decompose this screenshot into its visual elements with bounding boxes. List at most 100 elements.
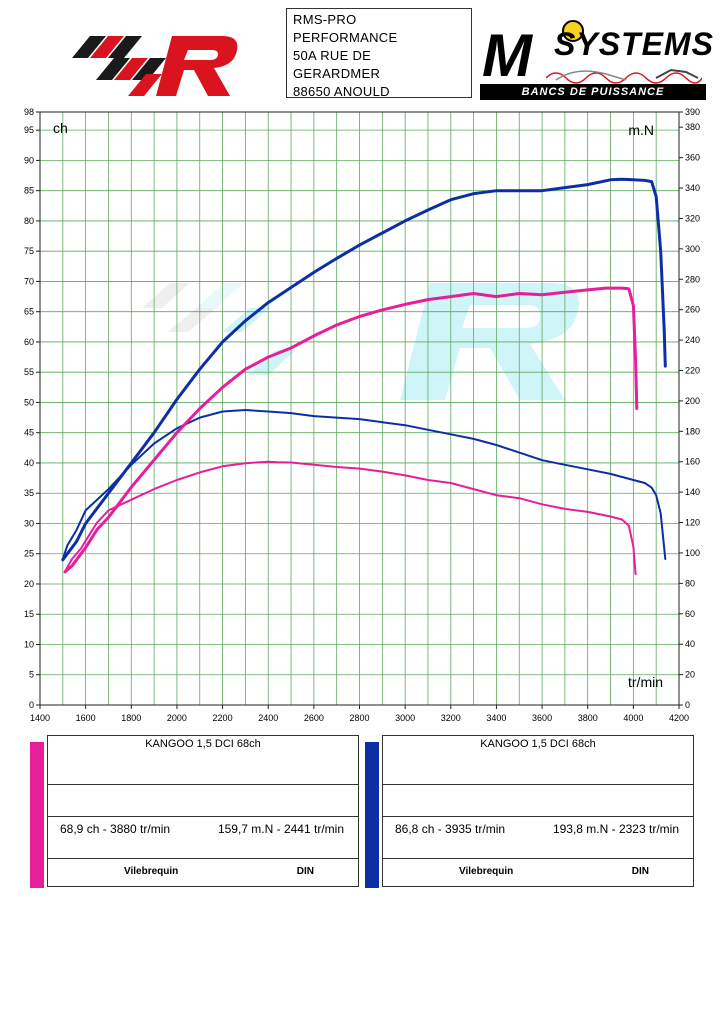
x-axis-tick-label: 1600 <box>76 713 96 723</box>
address-line: 88650 ANOULD <box>293 84 390 99</box>
x-axis-tick-label: 1800 <box>121 713 141 723</box>
norm-label: DIN <box>296 866 314 877</box>
left-axis-tick-label: 15 <box>24 609 34 619</box>
x-axis-tick-label: 2600 <box>304 713 324 723</box>
x-axis-tick-label: 3400 <box>486 713 506 723</box>
address-line: RMS-PRO <box>293 12 357 27</box>
logo-wave-icon <box>546 68 702 84</box>
measure-point-label: Vilebrequin <box>124 866 179 877</box>
left-axis-tick-label: 70 <box>24 276 34 286</box>
peak-torque-value: 159,7 m.N - 2441 tr/min <box>217 822 344 836</box>
right-axis-tick-label: 390 <box>685 107 700 117</box>
left-axis-tick-label: 20 <box>24 579 34 589</box>
brand-logo-right: M SYSTEMS BANCS DE PUISSANCE <box>476 10 713 102</box>
x-axis-tick-label: 2000 <box>167 713 187 723</box>
x-axis-tick-label: 4000 <box>623 713 643 723</box>
right-axis-tick-label: 280 <box>685 274 700 284</box>
x-axis-tick-label: 3000 <box>395 713 415 723</box>
address-line: PERFORMANCE <box>293 30 398 45</box>
right-axis-tick-label: 180 <box>685 426 700 436</box>
card-title: KANGOO 1,5 DCI 68ch <box>145 738 261 750</box>
x-axis-tick-label: 3600 <box>532 713 552 723</box>
right-axis-tick-label: 240 <box>685 335 700 345</box>
left-axis-tick-label: 85 <box>24 186 34 196</box>
torque-curve-line <box>61 409 667 560</box>
right-axis-tick-label: 120 <box>685 518 700 528</box>
x-axis-tick-label: 3200 <box>441 713 461 723</box>
right-axis-tick-label: 320 <box>685 213 700 223</box>
card-divider <box>48 816 358 817</box>
left-axis-tick-label: 35 <box>24 488 34 498</box>
x-axis-tick-label: 3800 <box>578 713 598 723</box>
measure-point-label: Vilebrequin <box>459 866 514 877</box>
right-axis-tick-label: 40 <box>685 639 695 649</box>
left-axis-tick-label: 95 <box>24 125 34 135</box>
power-torque-chart: 0 5 10 15 20 25 30 35 40 45 50 55 60 65 70 75 80 85 90 95 98… <box>24 107 700 723</box>
card-divider <box>383 784 693 785</box>
chart-axes: 0 5 10 15 20 25 30 35 40 45 50 55 60 65 70 75 80 85 90 95 98… <box>24 107 700 723</box>
brand-logo-left <box>72 36 238 96</box>
logo-dot-icon <box>562 20 584 42</box>
result-card-run2: KANGOO 1,5 DCI 68ch 86,8 ch - 3935 tr/mi… <box>365 735 694 888</box>
right-axis-unit-label: m.N <box>628 122 654 138</box>
card-divider <box>48 858 358 859</box>
left-axis-tick-label: 60 <box>24 337 34 347</box>
left-axis-tick-label: 90 <box>24 155 34 165</box>
right-axis-tick-label: 200 <box>685 396 700 406</box>
right-axis-tick-label: 140 <box>685 487 700 497</box>
peak-power-value: 68,9 ch - 3880 tr/min <box>60 822 171 836</box>
left-axis-unit-label: ch <box>53 120 68 136</box>
left-axis-tick-label: 0 <box>29 700 34 710</box>
left-axis-tick-label: 25 <box>24 549 34 559</box>
left-axis-tick-label: 45 <box>24 428 34 438</box>
right-axis-tick-label: 160 <box>685 457 700 467</box>
right-axis-tick-label: 20 <box>685 670 695 680</box>
card-divider <box>383 816 693 817</box>
x-axis-tick-label: 2800 <box>349 713 369 723</box>
x-axis-tick-label: 2200 <box>213 713 233 723</box>
card-divider <box>383 858 693 859</box>
right-axis-tick-label: 300 <box>685 244 700 254</box>
power-curve-line <box>61 177 667 562</box>
series-color-stripe <box>365 742 379 888</box>
result-card-run1: KANGOO 1,5 DCI 68ch 68,9 ch - 3880 tr/mi… <box>30 735 359 888</box>
logo-word: SYSTEMS <box>554 26 714 62</box>
x-axis-tick-label: 1400 <box>30 713 50 723</box>
left-axis-tick-label: 40 <box>24 458 34 468</box>
right-axis-tick-label: 380 <box>685 122 700 132</box>
torque-curve-line <box>64 460 637 576</box>
right-axis-tick-label: 340 <box>685 183 700 193</box>
left-axis-tick-label: 80 <box>24 216 34 226</box>
left-axis-tick-label: 30 <box>24 518 34 528</box>
left-axis-tick-label: 50 <box>24 397 34 407</box>
logo-tagline: BANCS DE PUISSANCE <box>480 84 706 100</box>
right-axis-tick-label: 0 <box>685 700 690 710</box>
series-color-stripe <box>30 742 44 888</box>
address-line: 50A RUE DE <box>293 48 372 63</box>
left-axis-tick-label: 98 <box>24 107 34 117</box>
right-axis-tick-label: 100 <box>685 548 700 558</box>
watermark-logo <box>142 283 580 400</box>
x-axis-unit-label: tr/min <box>628 674 663 690</box>
peak-power-value: 86,8 ch - 3935 tr/min <box>395 822 506 836</box>
right-axis-tick-label: 220 <box>685 365 700 375</box>
x-axis-tick-label: 2400 <box>258 713 278 723</box>
left-axis-tick-label: 5 <box>29 670 34 680</box>
address-line: GERARDMER <box>293 66 381 81</box>
peak-torque-value: 193,8 m.N - 2323 tr/min <box>552 822 679 836</box>
norm-label: DIN <box>631 866 649 877</box>
logo-letter: M <box>482 22 532 89</box>
left-axis-tick-label: 65 <box>24 307 34 317</box>
chart-series <box>61 177 667 576</box>
left-axis-tick-label: 10 <box>24 639 34 649</box>
right-axis-tick-label: 60 <box>685 609 695 619</box>
card-title: KANGOO 1,5 DCI 68ch <box>480 738 596 750</box>
x-axis-tick-label: 4200 <box>669 713 689 723</box>
right-axis-tick-label: 360 <box>685 153 700 163</box>
right-axis-tick-label: 260 <box>685 305 700 315</box>
right-axis-tick-label: 80 <box>685 578 695 588</box>
card-divider <box>48 784 358 785</box>
address-box: RMS-PRO PERFORMANCE 50A RUE DE GERARDMER… <box>286 8 472 99</box>
chart-grid <box>39 112 680 706</box>
left-axis-tick-label: 75 <box>24 246 34 256</box>
